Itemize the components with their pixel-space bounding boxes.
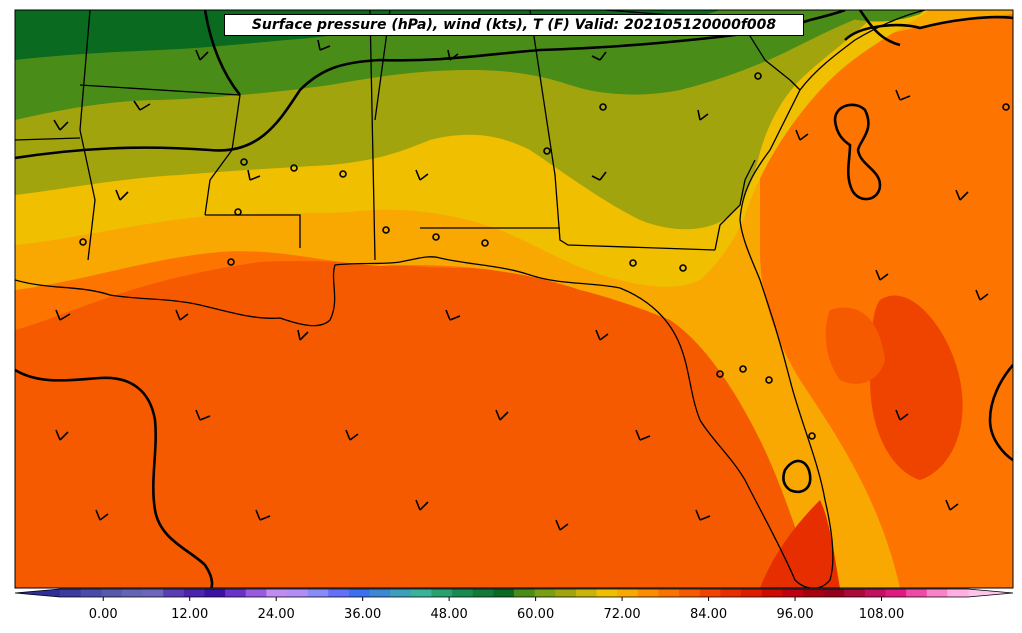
colorbar-bin — [369, 589, 391, 597]
temperature-colorbar — [14, 588, 1014, 601]
colorbar-bin — [782, 589, 804, 597]
colorbar-tick-label: 108.00 — [858, 607, 905, 622]
colorbar-tick-label: 60.00 — [517, 607, 555, 622]
colorbar-bin — [348, 589, 371, 597]
colorbar-bin — [431, 589, 453, 597]
colorbar-bin — [493, 589, 515, 597]
colorbar-bin — [287, 589, 309, 597]
colorbar-bin — [163, 589, 185, 597]
colorbar-bin — [534, 589, 556, 597]
colorbar-bin — [390, 589, 412, 597]
map-frame — [14, 9, 1014, 589]
colorbar-bin — [225, 589, 247, 597]
colorbar-tick-label: 72.00 — [603, 607, 641, 622]
colorbar-bin — [472, 589, 494, 597]
colorbar-bin — [844, 589, 866, 597]
colorbar-bin — [885, 589, 907, 597]
colorbar-bin — [204, 589, 226, 597]
colorbar-tick-label: 36.00 — [344, 607, 382, 622]
colorbar-bin — [121, 589, 144, 597]
colorbar-bin — [906, 589, 928, 597]
colorbar-tick-label: 96.00 — [776, 607, 814, 622]
colorbar-bin — [328, 589, 350, 597]
colorbar-tick-label: 24.00 — [257, 607, 295, 622]
colorbar-bin — [555, 589, 577, 597]
colorbar-bin — [452, 589, 474, 597]
colorbar-bin — [864, 589, 887, 597]
colorbar-bin — [720, 589, 742, 597]
colorbar-extend-low — [15, 589, 60, 597]
colorbar-bin — [947, 589, 969, 597]
colorbar-extend-high — [968, 589, 1013, 597]
colorbar-bin — [679, 589, 701, 597]
colorbar-bin — [60, 589, 82, 597]
colorbar-bin — [101, 589, 123, 597]
colorbar-tick-label: 0.00 — [88, 607, 118, 622]
colorbar-bin — [245, 589, 267, 597]
colorbar-bin — [142, 589, 164, 597]
colorbar-tick-label: 12.00 — [171, 607, 209, 622]
colorbar-tick-label: 48.00 — [430, 607, 468, 622]
colorbar-bin — [761, 589, 783, 597]
colorbar-bin — [926, 589, 948, 597]
colorbar-bin — [699, 589, 721, 597]
colorbar-bin — [596, 589, 618, 597]
colorbar-bin — [658, 589, 680, 597]
colorbar-bin — [80, 589, 102, 597]
colorbar-bin — [637, 589, 660, 597]
colorbar-bin — [266, 589, 288, 597]
colorbar-bin — [617, 589, 639, 597]
map-title: Surface pressure (hPa), wind (kts), T (F… — [224, 14, 804, 36]
colorbar-bin — [410, 589, 433, 597]
colorbar-bin — [307, 589, 329, 597]
colorbar-bin — [802, 589, 825, 597]
colorbar-outline — [14, 588, 1014, 598]
colorbar-bin — [741, 589, 763, 597]
colorbar-bin — [183, 589, 206, 597]
colorbar-bin — [514, 589, 536, 597]
colorbar-bin — [823, 589, 845, 597]
colorbar-bin — [575, 589, 598, 597]
colorbar-tick-label: 84.00 — [689, 607, 728, 622]
